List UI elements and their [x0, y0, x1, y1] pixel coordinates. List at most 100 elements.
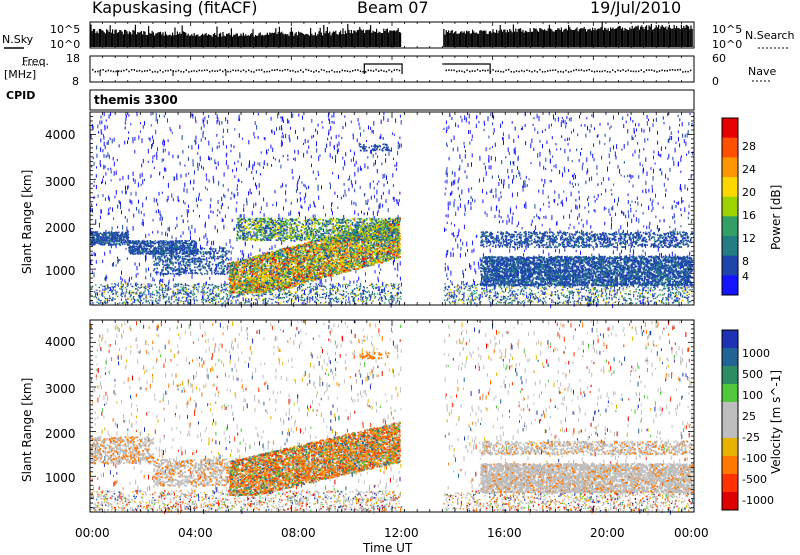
power-mark — [142, 138, 143, 143]
power-mark — [168, 227, 169, 231]
power-mark — [223, 184, 224, 187]
power-mark — [157, 119, 158, 124]
power-mark — [149, 137, 150, 139]
power-mark — [196, 198, 197, 203]
power-mark — [468, 188, 469, 193]
power-mark — [370, 127, 371, 130]
power-mark — [201, 127, 202, 131]
power-mark — [108, 209, 109, 212]
power-mark — [488, 136, 489, 139]
power-mark — [288, 120, 289, 123]
power-mark — [383, 137, 384, 140]
power-mark — [398, 145, 399, 150]
power-mark — [188, 205, 189, 208]
power-mark — [601, 156, 602, 160]
power-mark — [471, 139, 472, 141]
power-mark — [133, 172, 134, 176]
power-mark — [103, 165, 104, 170]
power-mark — [384, 184, 385, 187]
power-mark — [193, 187, 194, 190]
power-mark — [524, 204, 525, 208]
power-mark — [212, 147, 213, 151]
power-mark — [447, 172, 448, 177]
power-mark — [653, 176, 654, 181]
power-mark — [502, 121, 503, 124]
power-mark — [576, 149, 577, 152]
power-mark — [138, 135, 139, 139]
power-mark — [180, 162, 181, 166]
power-mark — [517, 192, 518, 197]
power-mark — [676, 142, 677, 144]
power-mark — [482, 189, 483, 193]
power-mark — [553, 115, 554, 120]
power-mark — [588, 196, 589, 199]
power-mark — [579, 213, 580, 217]
power-mark — [375, 160, 376, 165]
power-mark — [354, 152, 355, 156]
power-mark — [681, 214, 682, 217]
power-mark — [346, 194, 347, 196]
power-mark — [128, 137, 129, 140]
power-mark — [373, 180, 374, 183]
power-mark — [577, 205, 578, 209]
power-mark — [674, 200, 675, 202]
power-mark — [555, 118, 556, 121]
power-mark — [473, 248, 474, 252]
power-mark — [492, 122, 493, 125]
power-mark — [489, 165, 490, 169]
power-mark — [480, 258, 481, 262]
power-mark — [329, 182, 330, 184]
power-mark — [464, 115, 465, 120]
power-mark — [604, 222, 605, 225]
power-mark — [540, 152, 541, 157]
power-mark — [94, 196, 95, 198]
power-mark — [193, 163, 194, 167]
power-mark — [259, 183, 260, 188]
power-mark — [400, 115, 401, 118]
power-mark — [605, 189, 606, 193]
power-mark — [298, 114, 299, 117]
power-mark — [282, 183, 283, 187]
power-mark — [636, 210, 637, 212]
power-mark — [311, 155, 312, 158]
power-mark — [555, 249, 556, 252]
power-mark — [593, 143, 594, 147]
power-mark — [575, 205, 576, 210]
power-mark — [560, 148, 561, 150]
power-mark — [246, 168, 247, 171]
power-mark — [373, 130, 374, 134]
power-mark — [464, 225, 465, 229]
power-mark — [370, 184, 371, 189]
power-mark — [199, 163, 200, 166]
power-mark — [466, 117, 467, 122]
power-mark — [554, 191, 555, 194]
power-mark — [573, 175, 574, 180]
power-mark — [632, 153, 633, 156]
power-mark — [573, 186, 574, 188]
power-mark — [136, 207, 137, 211]
power-mark — [308, 186, 309, 189]
power-mark — [499, 214, 500, 217]
power-mark — [447, 222, 448, 224]
power-mark — [351, 200, 352, 205]
power-mark — [209, 179, 210, 182]
power-mark — [494, 128, 495, 133]
power-mark — [127, 257, 128, 260]
power-mark — [637, 197, 638, 200]
power-mark — [133, 178, 134, 181]
power-mark — [445, 267, 446, 272]
power-mark — [534, 117, 535, 119]
power-mark — [490, 165, 491, 169]
power-mark — [365, 280, 366, 282]
power-mark — [580, 251, 581, 255]
power-mark — [313, 171, 314, 174]
power-mark — [385, 158, 386, 163]
power-mark — [130, 123, 131, 125]
power-mark — [499, 179, 500, 181]
power-mark — [530, 143, 531, 148]
power-mark — [385, 154, 386, 156]
power-mark — [669, 126, 670, 130]
power-mark — [156, 210, 157, 213]
power-mark — [155, 130, 156, 135]
power-mark — [146, 197, 147, 199]
